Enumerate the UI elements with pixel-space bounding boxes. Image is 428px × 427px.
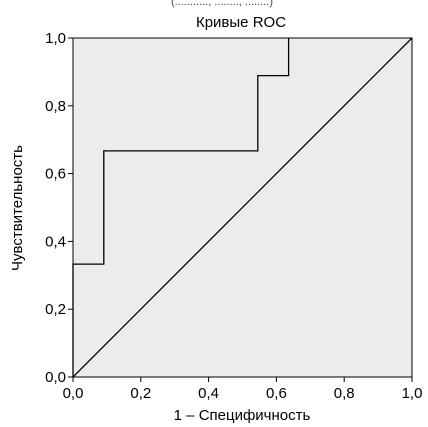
y-tick-label: 0,8 xyxy=(45,98,66,115)
y-tick-label: 1,0 xyxy=(45,30,66,47)
y-tick-label: 0,4 xyxy=(45,233,66,250)
y-tick-label: 0,0 xyxy=(45,369,66,386)
x-tick-label: 0,8 xyxy=(334,385,355,402)
x-tick-label: 0,4 xyxy=(198,385,219,402)
tick-group: 0,0 0,2 0,4 0,6 0,8 1,0 0,0 0,2 0,4 0,6 0,8 1,0 xyxy=(45,30,422,402)
x-axis-label: 1 – Специфичность xyxy=(174,407,311,424)
x-tick-label: 0,0 xyxy=(63,385,84,402)
roc-curve-line xyxy=(72,38,290,377)
series-group xyxy=(72,37,413,378)
y-axis-label: Чувствительность xyxy=(9,145,26,271)
x-tick-label: 0,6 xyxy=(266,385,287,402)
y-tick-label: 0,6 xyxy=(45,166,66,183)
x-tick-label: 1,0 xyxy=(402,385,423,402)
x-tick-label: 0,2 xyxy=(130,385,151,402)
chart-title: Кривые ROC xyxy=(196,14,286,31)
reference-diagonal-line xyxy=(72,37,413,378)
header-fragment: (..........., ........, ........) xyxy=(171,0,273,8)
y-tick-label: 0,2 xyxy=(45,301,66,318)
